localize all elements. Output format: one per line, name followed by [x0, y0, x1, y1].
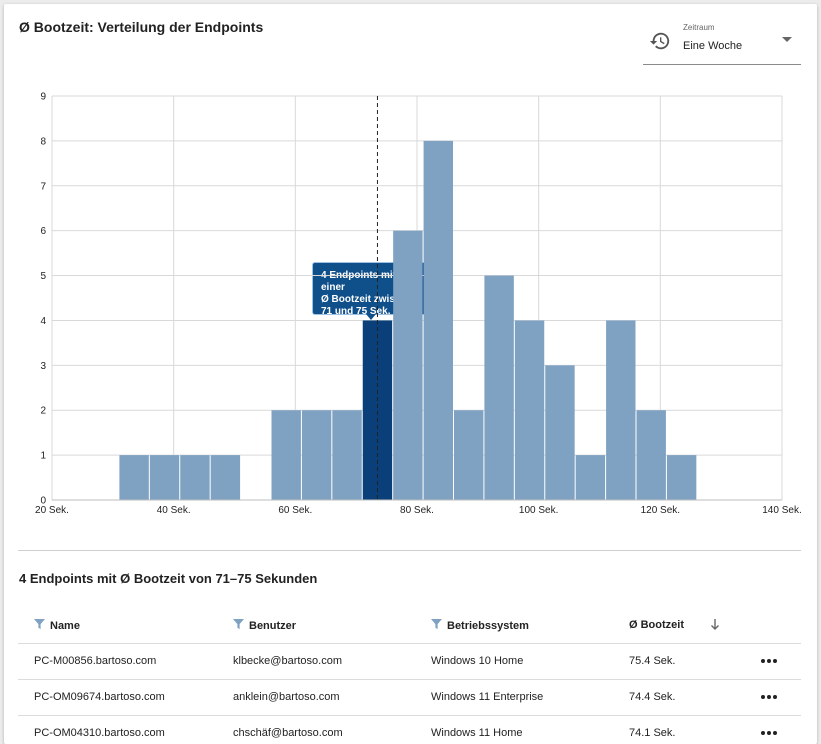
- column-header-user[interactable]: Benutzer: [233, 619, 296, 632]
- cell-os: Windows 11 Home: [431, 727, 523, 739]
- y-tick-label: 3: [40, 361, 46, 372]
- histogram-bar: [606, 320, 636, 500]
- table-title: 4 Endpoints mit Ø Bootzeit von 71–75 Sek…: [19, 571, 318, 586]
- histogram-bar: [423, 140, 453, 500]
- column-label: Benutzer: [249, 620, 297, 632]
- histogram-bar: [180, 455, 210, 500]
- column-label: Ø Bootzeit: [629, 619, 684, 631]
- histogram-bar: [636, 410, 666, 500]
- chart-title: Ø Bootzeit: Verteilung der Endpoints: [19, 19, 264, 35]
- tooltip-arrow: [366, 314, 376, 320]
- histogram-bar: [454, 410, 484, 500]
- cell-name: PC-OM04310.bartoso.com: [34, 727, 165, 739]
- y-tick-label: 2: [40, 406, 46, 417]
- column-header-name[interactable]: Name: [34, 619, 80, 632]
- x-tick-label: 60 Sek.: [278, 505, 312, 516]
- column-header-boot-time[interactable]: Ø Bootzeit: [629, 619, 684, 631]
- cell-boot-time: 74.1 Sek.: [629, 727, 676, 739]
- cell-user: anklein@bartoso.com: [233, 691, 340, 703]
- more-options-icon[interactable]: [760, 654, 778, 668]
- histogram-bar: [575, 455, 606, 500]
- table-row[interactable]: PC-OM04310.bartoso.com chschäf@bartoso.c…: [18, 716, 801, 744]
- y-tick-label: 7: [40, 181, 46, 192]
- history-icon: [649, 32, 670, 50]
- section-divider: [18, 550, 801, 551]
- time-range-label: Zeitraum: [683, 23, 715, 32]
- histogram-bar: [271, 410, 301, 500]
- x-tick-label: 140 Sek.: [762, 505, 801, 516]
- more-options-icon[interactable]: [760, 726, 778, 740]
- tooltip-line: Ø Bootzeit zwischen: [321, 294, 419, 305]
- y-tick-label: 8: [40, 136, 46, 147]
- y-tick-label: 1: [40, 451, 46, 462]
- filter-icon[interactable]: [431, 619, 442, 630]
- cell-name: PC-OM09674.bartoso.com: [34, 691, 165, 703]
- y-tick-label: 4: [40, 316, 46, 327]
- histogram-bar: [545, 365, 575, 500]
- more-options-icon[interactable]: [760, 690, 778, 704]
- time-range-value: Eine Woche: [683, 40, 743, 52]
- histogram-bar: [332, 410, 362, 500]
- filter-icon[interactable]: [34, 619, 45, 630]
- histogram-bar: [666, 455, 697, 500]
- x-tick-label: 120 Sek.: [641, 505, 680, 516]
- tooltip-line: 71 und 75 Sek.: [321, 306, 391, 317]
- histogram-bar: [149, 455, 180, 500]
- cell-boot-time: 75.4 Sek.: [629, 655, 676, 667]
- column-label: Name: [50, 620, 80, 632]
- time-range-select[interactable]: Zeitraum Eine Woche: [643, 21, 801, 65]
- histogram-bar: [301, 410, 332, 500]
- histogram-bar: [119, 455, 149, 500]
- boot-time-histogram: 0 1 2 3 4 5 6 7 8 9 20 Sek. 40 Sek. 60 Sek. 80 Sek. 10…: [35, 92, 802, 517]
- x-tick-label: 40 Sek.: [157, 505, 191, 516]
- table-row[interactable]: PC-M00856.bartoso.com klbecke@bartoso.co…: [18, 644, 801, 680]
- y-tick-label: 6: [40, 226, 46, 237]
- cell-user: klbecke@bartoso.com: [233, 655, 342, 667]
- y-tick-label: 5: [40, 271, 46, 282]
- cell-os: Windows 10 Home: [431, 655, 524, 667]
- x-tick-label: 80 Sek.: [400, 505, 434, 516]
- cell-os: Windows 11 Enterprise: [431, 691, 544, 703]
- y-tick-label: 0: [40, 496, 46, 507]
- histogram-bar-highlighted: [362, 320, 393, 500]
- cell-boot-time: 74.4 Sek.: [629, 691, 676, 703]
- histogram-bar: [484, 275, 514, 500]
- cell-user: chschäf@bartoso.com: [233, 727, 343, 739]
- histogram-bar: [393, 230, 423, 500]
- x-tick-label: 20 Sek.: [35, 505, 69, 516]
- histogram-bar: [514, 320, 545, 500]
- table-header: Name Benutzer Betriebssystem Ø Bootzeit: [18, 607, 801, 644]
- table-row[interactable]: PC-OM09674.bartoso.com anklein@bartoso.c…: [18, 680, 801, 716]
- sort-descending-icon[interactable]: [710, 619, 720, 631]
- filter-icon[interactable]: [233, 619, 244, 630]
- column-header-os[interactable]: Betriebssystem: [431, 619, 529, 632]
- cell-name: PC-M00856.bartoso.com: [34, 655, 157, 667]
- column-label: Betriebssystem: [447, 620, 529, 632]
- x-tick-label: 100 Sek.: [519, 505, 558, 516]
- histogram-bar: [210, 455, 241, 500]
- caret-down-icon: [782, 37, 792, 42]
- endpoints-table: Name Benutzer Betriebssystem Ø Bootzeit …: [18, 607, 801, 744]
- y-tick-label: 9: [40, 92, 46, 103]
